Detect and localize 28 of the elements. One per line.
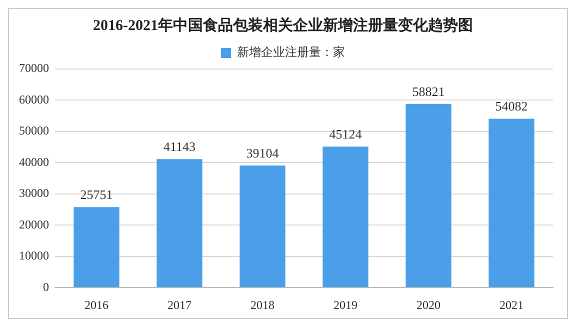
y-tick-label: 60000	[19, 92, 49, 106]
y-tick-label: 0	[43, 280, 49, 294]
bar	[156, 159, 202, 288]
x-tick-label: 2016	[84, 298, 108, 312]
data-label: 45124	[329, 126, 362, 142]
y-tick-label: 10000	[19, 248, 49, 263]
bar	[488, 118, 534, 288]
y-tick-label: 30000	[19, 186, 49, 200]
bar	[74, 207, 120, 288]
x-tick-label: 2021	[500, 298, 524, 312]
data-label: 54082	[495, 98, 528, 114]
data-label: 58821	[412, 84, 445, 99]
y-tick-label: 50000	[19, 124, 49, 138]
y-tick-label: 40000	[19, 154, 49, 169]
x-tick-label: 2019	[334, 298, 358, 312]
x-tick-label: 2020	[416, 298, 440, 312]
chart-title: 2016-2021年中国食品包装相关企业新增注册量变化趋势图	[93, 16, 473, 34]
x-tick-label: 2018	[250, 298, 274, 312]
data-label: 25751	[80, 187, 113, 202]
y-tick-label: 20000	[19, 217, 49, 232]
bar	[406, 104, 452, 288]
bar	[322, 146, 368, 288]
data-label: 41143	[163, 139, 196, 154]
data-label: 39104	[246, 145, 280, 160]
legend-label: 新增企业注册量：家	[237, 45, 345, 60]
bar	[240, 165, 286, 288]
y-tick-label: 70000	[19, 61, 49, 76]
x-tick-label: 2017	[168, 298, 192, 312]
